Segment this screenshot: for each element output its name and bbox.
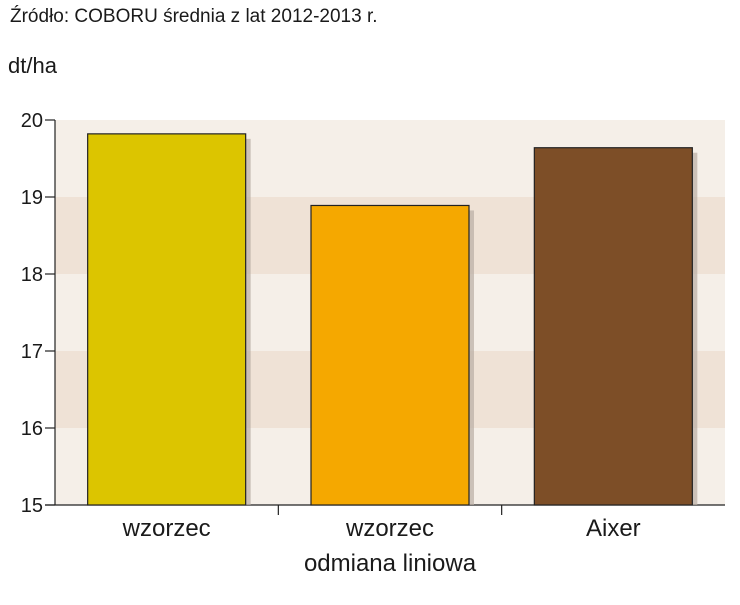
tick-labels: 15 16 17 18 19 20 wzorzec wzorzec odmiana liniow… <box>21 110 641 577</box>
y-tick-label: 19 <box>21 187 43 209</box>
bar-3 <box>533 147 693 506</box>
x-category-label: Aixer <box>586 515 641 542</box>
bar-1 <box>87 133 247 506</box>
y-tick-label: 15 <box>21 495 43 517</box>
bars <box>87 133 698 506</box>
x-category-label: wzorzec <box>122 515 211 542</box>
y-tick-label: 20 <box>21 110 43 132</box>
x-category-label: wzorzec <box>345 515 434 542</box>
y-axis-unit-label: dt/ha <box>8 53 57 78</box>
y-tick-label: 18 <box>21 264 43 286</box>
bar-2 <box>310 204 470 506</box>
source-note: Źródło: COBORU średnia z lat 2012-2013 r… <box>10 6 378 27</box>
y-tick-label: 17 <box>21 341 43 363</box>
x-category-sublabel: odmiana liniowa <box>304 550 477 577</box>
y-tick-label: 16 <box>21 418 43 440</box>
